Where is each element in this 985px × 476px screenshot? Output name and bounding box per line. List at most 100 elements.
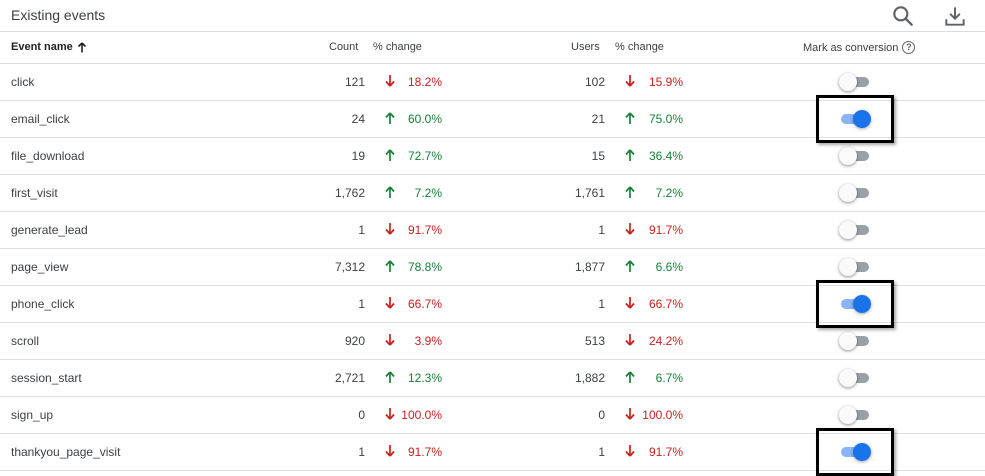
users-change: 91.7% [648, 223, 683, 237]
column-header-users-change[interactable]: % change [615, 41, 664, 53]
column-header-count-change[interactable]: % change [373, 41, 422, 53]
toggle-knob [853, 295, 871, 313]
event-name: sign_up [11, 408, 54, 422]
arrow-up-icon [624, 148, 636, 162]
card-title: Existing events [11, 7, 106, 23]
event-name: first_visit [11, 186, 58, 200]
conversion-toggle[interactable] [839, 221, 871, 239]
user-count: 1 [598, 445, 605, 459]
arrow-down-icon [384, 333, 396, 347]
toggle-knob [853, 443, 871, 461]
table-row: email_click 24 60.0% 21 75.0% [0, 101, 985, 138]
users-change: 100.0% [642, 408, 683, 422]
conversion-toggle[interactable] [839, 73, 871, 91]
arrow-down-icon [624, 333, 636, 347]
highlight-box [816, 428, 894, 476]
conversion-toggle[interactable] [839, 110, 871, 128]
event-count: 1 [358, 297, 365, 311]
table-row: first_visit 1,762 7.2% 1,761 7.2% [0, 175, 985, 212]
event-name: page_view [11, 260, 69, 274]
table-row: click 121 18.2% 102 15.9% [0, 64, 985, 101]
arrow-down-icon [624, 444, 636, 458]
count-change: 91.7% [407, 445, 442, 459]
search-icon[interactable] [890, 3, 916, 29]
toggle-knob [839, 221, 857, 239]
user-count: 1,882 [574, 371, 605, 385]
column-header-event-name[interactable]: Event name [11, 41, 87, 53]
conversion-toggle[interactable] [839, 258, 871, 276]
toggle-knob [839, 147, 857, 165]
toggle-knob [839, 258, 857, 276]
download-icon[interactable] [942, 3, 968, 29]
conversion-toggle[interactable] [839, 369, 871, 387]
column-header-users[interactable]: Users [571, 41, 600, 53]
sort-arrow-up-icon [77, 41, 86, 52]
user-count: 1 [598, 223, 605, 237]
event-name: scroll [11, 334, 40, 348]
arrow-down-icon [384, 74, 396, 88]
toggle-knob [853, 110, 871, 128]
count-change: 18.2% [407, 75, 442, 89]
users-change: 6.6% [655, 260, 683, 274]
users-change: 66.7% [648, 297, 683, 311]
arrow-down-icon [384, 222, 396, 236]
table-row: phone_click 1 66.7% 1 66.7% [0, 286, 985, 323]
table-row: thankyou_page_visit 1 91.7% 1 91.7% [0, 434, 985, 471]
event-count: 1 [358, 445, 365, 459]
user-count: 1 [598, 297, 605, 311]
user-count: 21 [591, 112, 605, 126]
count-change: 7.2% [414, 186, 442, 200]
table-row: scroll 920 3.9% 513 24.2% [0, 323, 985, 360]
event-count: 24 [351, 112, 365, 126]
user-count: 102 [584, 75, 605, 89]
arrow-down-icon [624, 222, 636, 236]
users-change: 7.2% [655, 186, 683, 200]
count-change: 66.7% [407, 297, 442, 311]
conversion-toggle[interactable] [839, 295, 871, 313]
event-name: email_click [11, 112, 70, 126]
count-change: 91.7% [407, 223, 442, 237]
event-name: session_start [11, 371, 82, 385]
arrow-up-icon [384, 111, 396, 125]
table-row: file_download 19 72.7% 15 36.4% [0, 138, 985, 175]
arrow-down-icon [624, 296, 636, 310]
users-change: 6.7% [655, 371, 683, 385]
conversion-toggle[interactable] [839, 443, 871, 461]
conversion-toggle[interactable] [839, 406, 871, 424]
conversion-toggle[interactable] [839, 147, 871, 165]
users-change: 75.0% [648, 112, 683, 126]
user-count: 1,877 [574, 260, 605, 274]
toggle-knob [839, 332, 857, 350]
users-change: 15.9% [648, 75, 683, 89]
users-change: 24.2% [648, 334, 683, 348]
arrow-down-icon [384, 444, 396, 458]
toggle-knob [839, 184, 857, 202]
conversion-toggle[interactable] [839, 184, 871, 202]
count-change: 12.3% [407, 371, 442, 385]
count-change: 72.7% [407, 149, 442, 163]
conversion-toggle[interactable] [839, 332, 871, 350]
table-header: Event name Count % change Users % change… [0, 32, 985, 64]
arrow-up-icon [624, 259, 636, 273]
users-change: 36.4% [648, 149, 683, 163]
user-count: 15 [591, 149, 605, 163]
toggle-knob [839, 73, 857, 91]
event-count: 121 [344, 75, 365, 89]
toggle-knob [839, 369, 857, 387]
user-count: 0 [598, 408, 605, 422]
count-change: 78.8% [407, 260, 442, 274]
arrow-down-icon [384, 296, 396, 310]
count-change: 100.0% [401, 408, 442, 422]
column-header-count[interactable]: Count [329, 41, 359, 53]
arrow-up-icon [384, 148, 396, 162]
event-count: 0 [358, 408, 365, 422]
highlight-box [816, 280, 894, 328]
event-count: 2,721 [334, 371, 365, 385]
event-name: click [11, 75, 35, 89]
table-row: page_view 7,312 78.8% 1,877 6.6% [0, 249, 985, 286]
column-label-event-name: Event name [11, 41, 73, 53]
user-count: 1,761 [574, 186, 605, 200]
event-count: 1 [358, 223, 365, 237]
arrow-up-icon [624, 185, 636, 199]
help-icon[interactable]: ? [902, 41, 916, 54]
